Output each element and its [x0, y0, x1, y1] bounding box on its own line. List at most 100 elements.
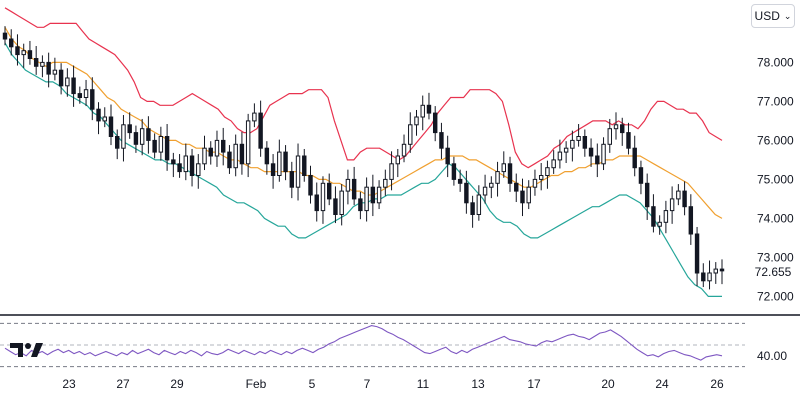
last-price-label: 72.655 — [746, 263, 800, 281]
candle-body — [127, 124, 132, 134]
candle-body — [595, 155, 600, 165]
candle-body — [439, 132, 444, 149]
candles — [2, 26, 725, 290]
candle-body — [46, 61, 51, 75]
candle-body — [208, 147, 213, 157]
candle-body — [395, 155, 401, 165]
candle-body — [351, 178, 357, 200]
candle-body — [2, 32, 8, 40]
candle-body — [202, 147, 207, 165]
candle-body — [270, 163, 276, 177]
lower-band-line — [4, 42, 722, 297]
price-tick-label: 72.000 — [757, 289, 794, 303]
candle-body — [65, 77, 70, 87]
candle-body — [557, 151, 563, 161]
candle-body — [326, 182, 332, 200]
time-tick-label: Feb — [246, 377, 267, 391]
candle-body — [245, 120, 251, 165]
candle-body — [607, 128, 612, 145]
price-tick-label: 78.000 — [757, 55, 794, 69]
time-tick-label: 20 — [601, 377, 615, 391]
oscillator-axis[interactable]: 40.00 — [757, 349, 787, 363]
price-axis[interactable]: 78.000 77.000 76.000 75.000 74.000 73.000 72.0… — [757, 55, 794, 303]
candle-body — [158, 136, 164, 153]
candle-body — [520, 190, 525, 204]
price-tick-label: 74.000 — [757, 211, 794, 225]
candle-body — [289, 171, 295, 188]
candle-body — [164, 136, 170, 161]
bollinger-bands — [4, 7, 723, 297]
candle-body — [570, 139, 575, 149]
candle-body — [33, 58, 39, 67]
candle-body — [426, 104, 432, 114]
candle-body — [532, 178, 538, 188]
time-tick-label: 13 — [471, 377, 485, 391]
candle-body — [389, 163, 394, 180]
time-tick-label: 7 — [364, 377, 371, 391]
time-tick-label: 17 — [527, 377, 541, 391]
oscillator-line — [4, 325, 723, 361]
candle-body — [15, 46, 20, 56]
candle-body — [21, 50, 26, 56]
candle-body — [302, 155, 307, 176]
candle-body — [514, 182, 519, 192]
candle-body — [688, 206, 694, 235]
candle-body — [77, 93, 83, 98]
tradingview-logo[interactable] — [10, 342, 44, 358]
candle-body — [364, 186, 369, 212]
candle-body — [713, 268, 718, 274]
candle-body — [701, 272, 706, 282]
candle-body — [258, 112, 263, 149]
candle-body — [314, 194, 319, 212]
candle-body — [507, 163, 513, 184]
candle-body — [445, 147, 450, 165]
candle-body — [333, 198, 338, 215]
candle-body — [632, 147, 637, 169]
candle-body — [401, 143, 407, 157]
candle-body — [457, 178, 463, 184]
candle-body — [308, 175, 313, 196]
time-tick-label: 11 — [417, 377, 430, 391]
currency-label: USD — [754, 9, 780, 23]
candle-body — [133, 132, 139, 145]
candle-body — [320, 182, 326, 212]
candle-body — [370, 186, 376, 204]
candle-body — [588, 147, 594, 157]
candle-body — [83, 89, 89, 98]
upper-band-line — [4, 7, 723, 169]
candle-body — [221, 139, 226, 153]
time-tick-label: 24 — [655, 377, 669, 391]
candle-body — [9, 38, 14, 48]
candle-body — [121, 124, 126, 149]
candle-body — [227, 151, 232, 169]
candle-body — [339, 190, 344, 216]
time-axis[interactable]: 23 27 29 Feb 5 7 11 13 17 20 24 26 — [62, 377, 724, 391]
candle-body — [108, 116, 114, 137]
candle-body — [27, 50, 33, 60]
price-tick-label: 77.000 — [757, 94, 794, 108]
oscillator-tick-label: 40.00 — [757, 349, 787, 363]
candle-body — [196, 163, 201, 177]
candle-body — [414, 116, 419, 126]
candle-body — [420, 104, 425, 118]
candle-body — [620, 124, 625, 134]
candle-body — [96, 108, 101, 122]
price-tick-label: 73.000 — [757, 250, 794, 264]
candle-body — [376, 186, 382, 204]
candle-body — [644, 182, 650, 208]
oscillator-pane[interactable] — [0, 322, 745, 368]
candle-body — [489, 182, 494, 188]
candle-body — [601, 143, 606, 165]
candle-body — [669, 198, 675, 212]
candle-body — [115, 136, 120, 149]
currency-dropdown[interactable]: USD ⌄ — [751, 4, 795, 28]
candle-body — [58, 69, 64, 87]
candle-body — [90, 89, 95, 110]
candle-body — [682, 190, 687, 208]
candle-body — [663, 210, 669, 223]
chevron-down-icon: ⌄ — [783, 10, 792, 21]
candle-body — [638, 167, 644, 184]
candle-body — [264, 147, 270, 165]
candle-body — [252, 112, 257, 122]
